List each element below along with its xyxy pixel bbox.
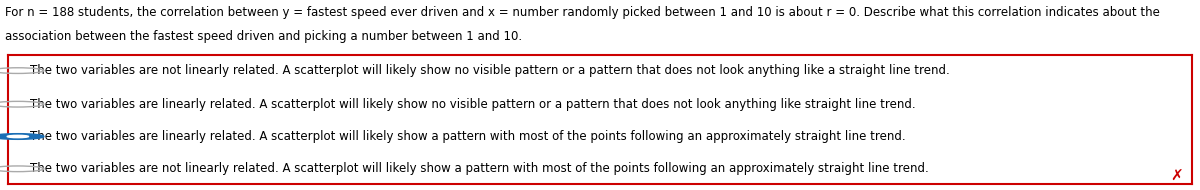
Text: ✗: ✗ [1170,169,1183,184]
Text: The two variables are not linearly related. A scatterplot will likely show a pat: The two variables are not linearly relat… [30,162,929,175]
Circle shape [0,134,44,139]
Text: The two variables are not linearly related. A scatterplot will likely show no vi: The two variables are not linearly relat… [30,64,949,77]
Text: The two variables are linearly related. A scatterplot will likely show a pattern: The two variables are linearly related. … [30,130,905,143]
Text: The two variables are linearly related. A scatterplot will likely show no visibl: The two variables are linearly related. … [30,98,916,111]
Circle shape [7,135,29,138]
Text: association between the fastest speed driven and picking a number between 1 and : association between the fastest speed dr… [5,30,522,43]
Text: For n = 188 students, the correlation between y = fastest speed ever driven and : For n = 188 students, the correlation be… [5,6,1159,19]
